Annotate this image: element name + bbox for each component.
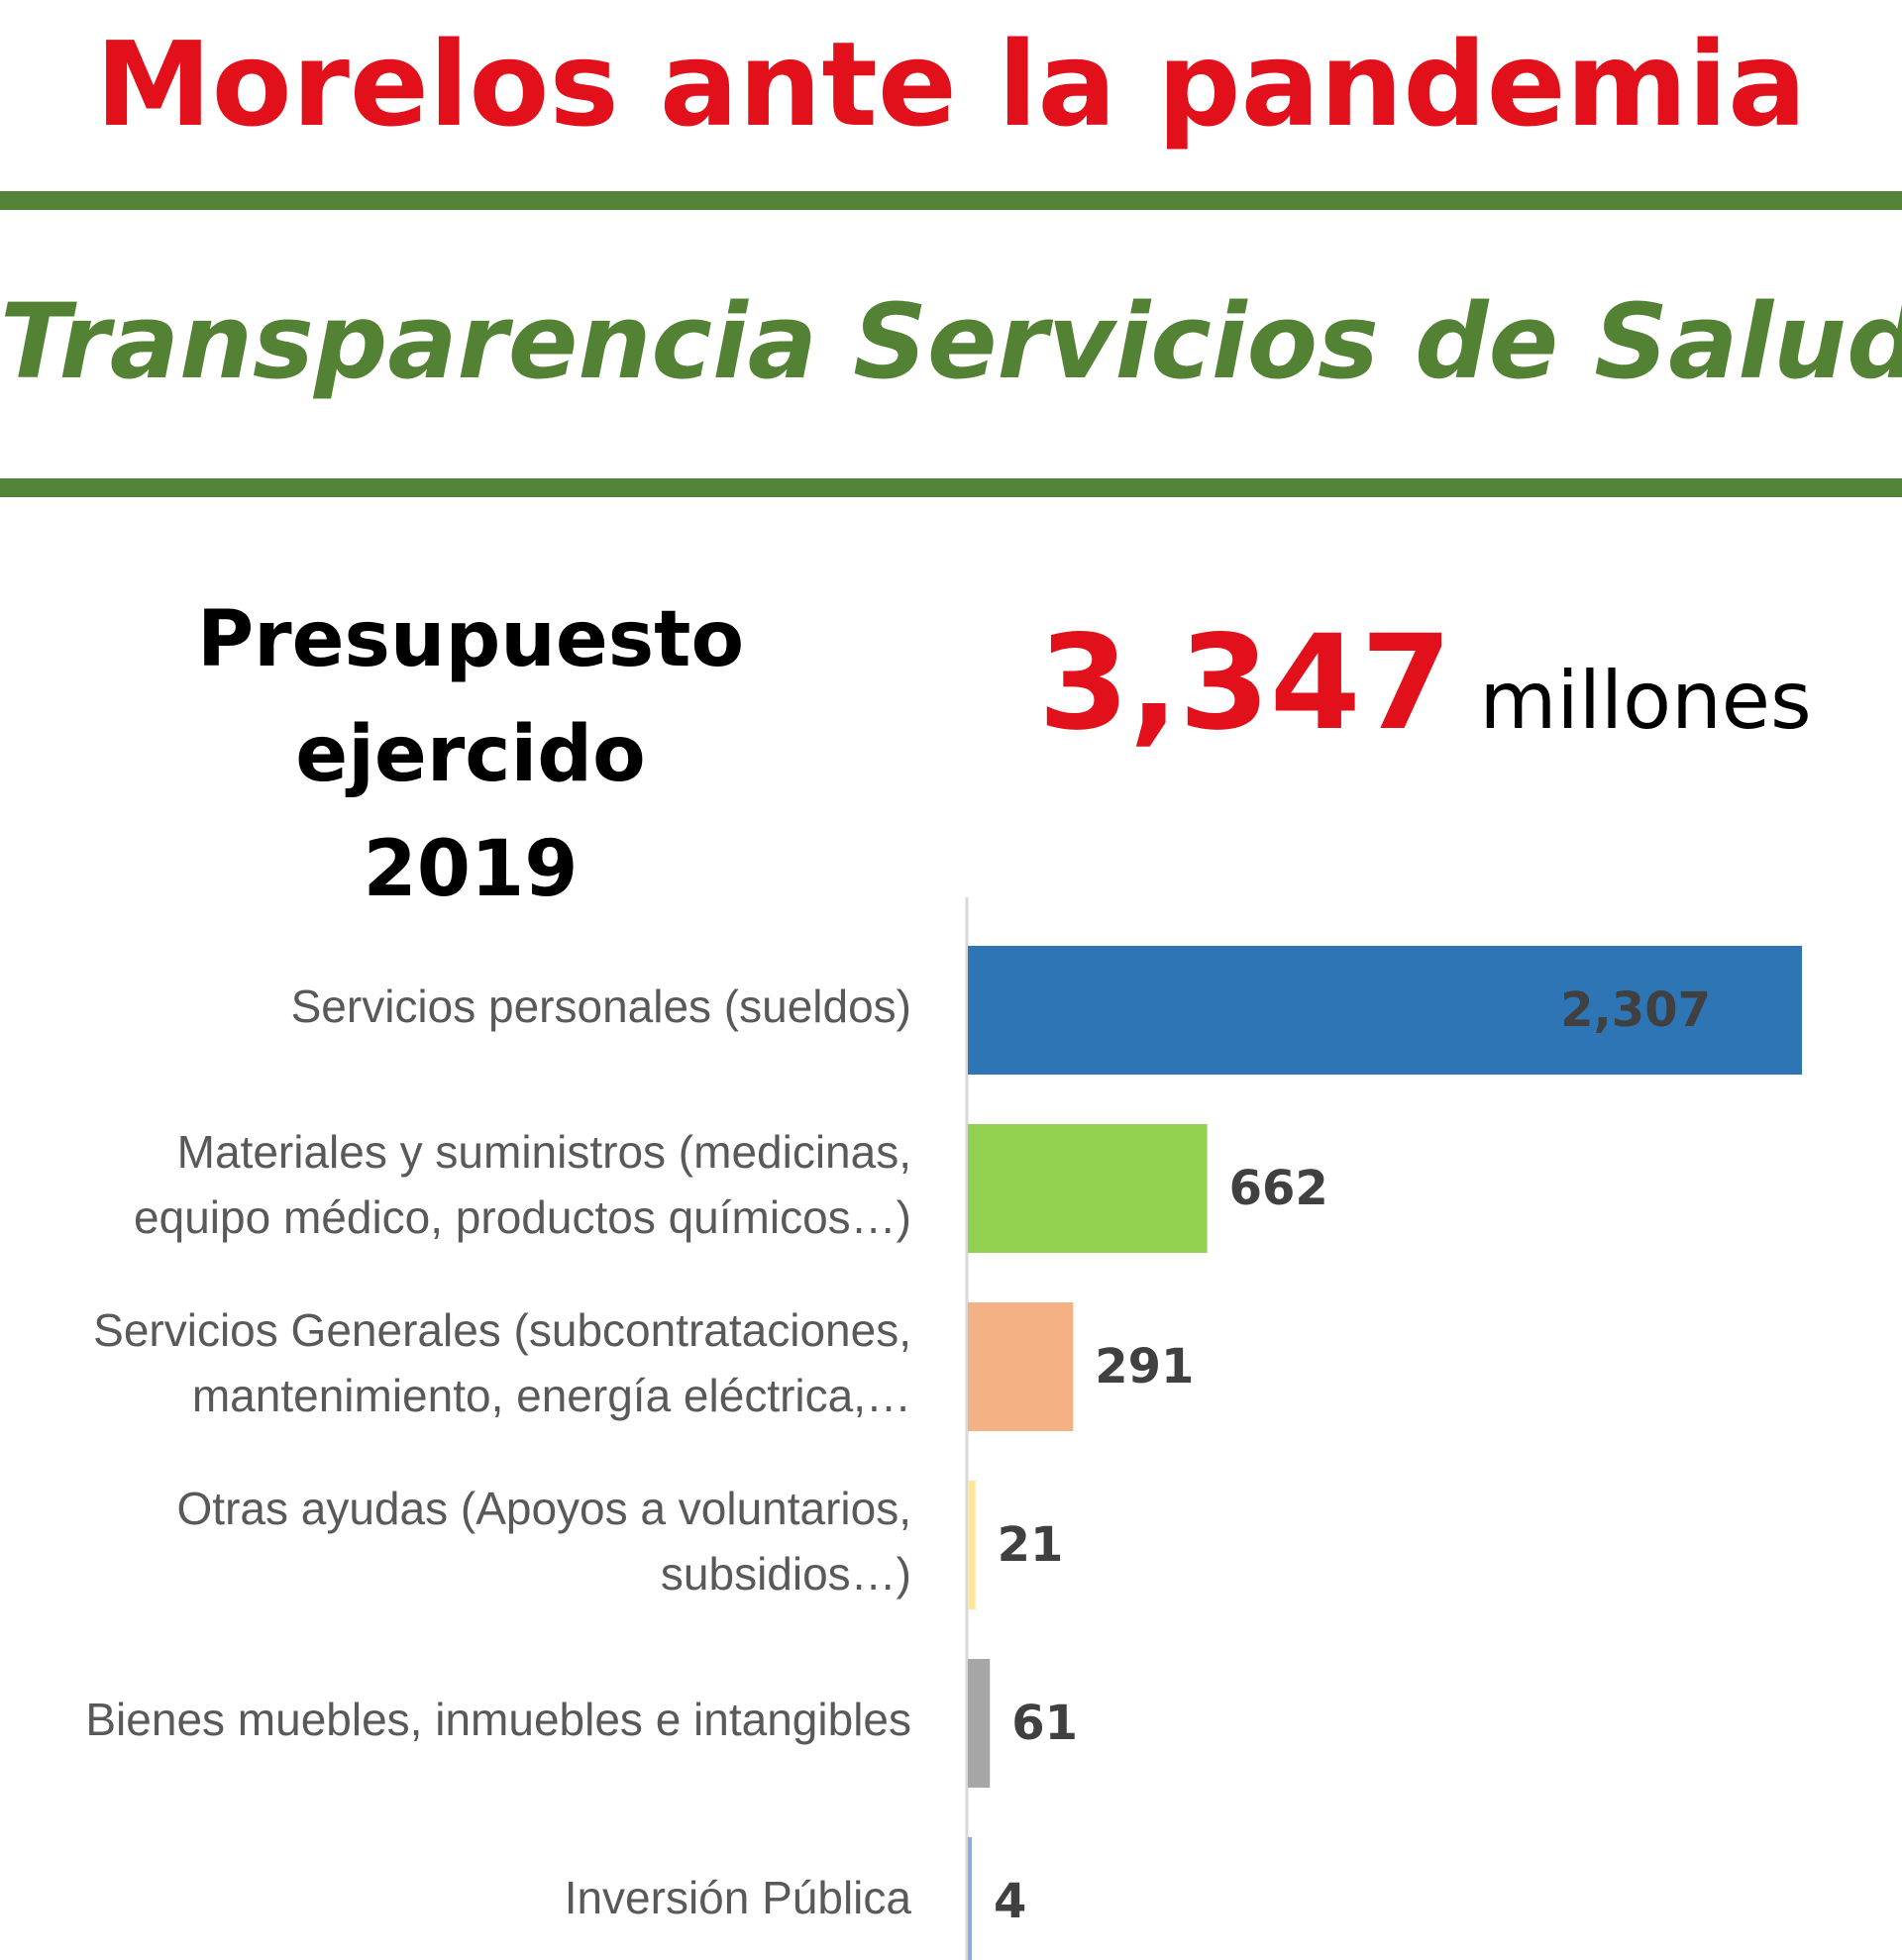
bar-value-label-4: 61	[1011, 1696, 1078, 1751]
bar-value-label-5: 4	[994, 1874, 1026, 1929]
budget-total-value: 3,347	[1038, 607, 1452, 760]
bottom-divider	[0, 478, 1902, 497]
category-label-2-line-1: mantenimiento, energía eléctrica,…	[192, 1370, 911, 1421]
budget-label: Presupuesto ejercido 2019	[20, 582, 921, 927]
category-label-5-line-0: Inversión Pública	[565, 1872, 912, 1923]
budget-label-text: Presupuesto ejercido	[196, 595, 745, 799]
bar-value-label-3: 21	[998, 1517, 1064, 1573]
budget-total-unit: millones	[1479, 655, 1812, 747]
bar-0	[968, 946, 1802, 1075]
page-title: Morelos ante la pandemia	[95, 16, 1807, 153]
budget-bar-chart: 2,307 Servicios personales (sueldos) 662 Ma…	[85, 897, 1802, 1960]
bar-3	[968, 1481, 976, 1609]
category-label-3-line-0: Otras ayudas (Apoyos a voluntarios,	[177, 1483, 911, 1534]
category-label-0-line-0: Servicios personales (sueldos)	[291, 980, 911, 1032]
category-label-2-line-0: Servicios Generales (subcontrataciones,	[93, 1304, 911, 1356]
page-subtitle: Transparencia Servicios de Salud	[0, 281, 1902, 402]
bar-4	[968, 1659, 991, 1788]
bar-2	[968, 1302, 1074, 1431]
bar-value-label-1: 662	[1229, 1161, 1328, 1216]
bar-5	[968, 1837, 972, 1960]
bar-1	[968, 1124, 1208, 1253]
category-label-3-line-1: subsidios…)	[661, 1548, 911, 1599]
category-label-1-line-1: equipo médico, productos químicos…)	[134, 1191, 911, 1243]
budget-total: 3,347 millones	[1038, 604, 1812, 763]
category-label-4-line-0: Bienes muebles, inmuebles e intangibles	[85, 1694, 911, 1745]
bar-value-label-0: 2,307	[1560, 982, 1711, 1038]
category-label-1-line-0: Materiales y suministros (medicinas,	[177, 1126, 911, 1178]
top-divider	[0, 191, 1902, 210]
bar-value-label-2: 291	[1095, 1339, 1194, 1394]
budget-year: 2019	[363, 825, 579, 914]
